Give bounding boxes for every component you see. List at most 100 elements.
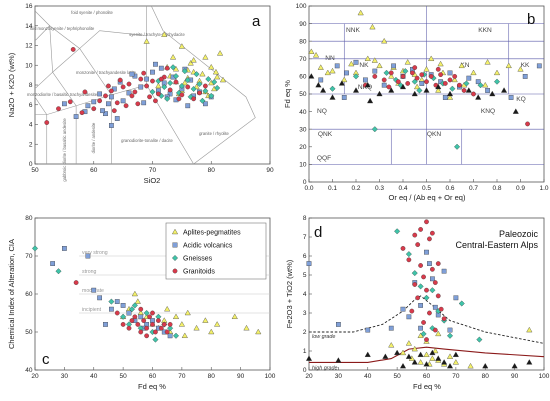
panel-a-point-granitoids — [132, 89, 138, 95]
panel-b-point-aplites-pegmatites — [423, 66, 430, 72]
panel-a-point-granitoids — [191, 96, 197, 102]
panel-a-point-granitoids — [109, 88, 114, 94]
panel-b-point-black-triangles — [500, 87, 508, 93]
panel-a-point-aplites-pegmatites — [212, 68, 220, 75]
panel-d-point-granitoids — [424, 287, 429, 293]
panel-d-point-black-triangles — [526, 359, 533, 365]
panel-b-point-black-triangles — [367, 97, 374, 104]
tas-boundary — [0, 71, 6, 114]
panel-d-point-black-triangles — [511, 362, 518, 369]
field-label-qkn: QKN — [427, 131, 442, 138]
panel-b-point-aplites-pegmatites — [317, 64, 324, 70]
panel-b-point-granitoids — [424, 79, 429, 85]
panel-d-point-granitoids — [412, 232, 418, 238]
panel-b-xtick-label: 0.0 — [304, 185, 313, 192]
panel-c-point-gneisses — [167, 325, 174, 332]
weathering-label-incipient: incipient — [82, 307, 102, 313]
panel-b-point-aplites-pegmatites — [404, 59, 411, 65]
panel-b-point-acidic-volcanics — [475, 79, 481, 85]
panel-b-ticks: 0.0 0.1 0.2 0.3 0.4 0.5 0.6 0.7 0.8 0.9 1.0 0 10 20 30… — [296, 3, 549, 192]
field-label-granite: granite / rhyolite — [199, 131, 229, 136]
panel-c-point-aplites-pegmatites — [243, 324, 250, 331]
panel-b-point-black-triangles — [352, 87, 360, 93]
panel-d-point-black-triangles — [441, 359, 448, 365]
panel-a-point-granitoids — [141, 70, 147, 76]
panel-d-point-acidic-volcanics — [365, 327, 371, 333]
panel-d-point-granitoids — [429, 230, 435, 236]
panel-a-point-aplites-pegmatites — [170, 54, 177, 60]
panel-a-point-granitoids — [111, 108, 117, 114]
panel-b-point-acidic-volcanics — [372, 68, 378, 74]
panel-b-point-gneisses — [477, 82, 484, 89]
panel-b-point-acidic-volcanics — [536, 63, 542, 69]
panel-b-point-aplites-pegmatites — [381, 37, 388, 44]
curve-low-grade — [309, 295, 545, 344]
panel-a-point-aplites-pegmatites — [202, 54, 209, 60]
tas-boundary — [49, 25, 80, 49]
panel-b-point-granitoids — [395, 79, 401, 85]
panel-a-point-granitoids — [97, 98, 103, 104]
panel-d-point-acidic-volcanics — [418, 325, 423, 331]
panel-a-xtick-label: 60 — [90, 167, 98, 174]
panel-d-xtick-label: 70 — [452, 373, 460, 380]
panel-a-points — [44, 31, 227, 128]
panel-c-point-acidic-volcanics — [91, 287, 97, 293]
panel-a-point-gneisses — [199, 97, 206, 104]
panel-c-point-granitoids — [150, 322, 155, 327]
legend-label-granitoids: Granitoids — [183, 269, 215, 276]
panel-a-ytick-label: 10 — [25, 62, 33, 69]
panel-c-point-aplites-pegmatites — [193, 324, 200, 331]
panel-b-point-aplites-pegmatites — [435, 87, 442, 93]
panel-b-point-aplites-pegmatites — [371, 57, 378, 63]
panel-a-point-acidic-volcanics — [144, 76, 150, 82]
panel-b-field-labels: NNK KKN NN NK KN KK NKQ NQ KNQ KQ QNK QK… — [317, 27, 530, 162]
panel-b-point-black-triangles — [465, 87, 472, 93]
panel-b-point-granitoids — [400, 74, 406, 79]
panel-b-xtick-label: 0.2 — [351, 185, 360, 192]
panel-b-point-aplites-pegmatites — [364, 55, 371, 61]
panel-a-point-gneisses — [164, 95, 171, 102]
panel-d-point-gneisses — [405, 251, 412, 258]
panel-c-point-aplites-pegmatites — [202, 317, 209, 323]
panel-a-point-granitoids — [150, 78, 155, 84]
panel-c-point-gneisses — [131, 302, 138, 309]
field-label-qnk: QNK — [318, 131, 333, 138]
panel-d-point-black-triangles — [382, 353, 389, 359]
panel-c-point-aplites-pegmatites — [131, 290, 138, 297]
panel-b-ytick-label: 90 — [299, 21, 307, 28]
panel-d-point-aplites-pegmatites — [405, 340, 412, 346]
panel-c-point-aplites-pegmatites — [134, 298, 141, 304]
panel-a-point-acidic-volcanics — [114, 116, 120, 121]
panel-d-point-black-triangles — [417, 351, 424, 357]
panel-a-point-gneisses — [167, 80, 174, 87]
panel-d-xtick-label: 50 — [394, 373, 402, 380]
panel-b-xtick-label: 0.9 — [516, 185, 525, 192]
panel-d-point-acidic-volcanics — [400, 306, 406, 312]
panel-d-point-black-triangles — [335, 357, 342, 363]
panel-d-title: Paleozoic — [499, 229, 539, 239]
panel-b-point-black-triangles — [399, 83, 407, 90]
panel-a-point-acidic-volcanics — [109, 123, 114, 128]
panel-a-point-acidic-volcanics — [158, 65, 164, 71]
panel-a-point-granitoids — [156, 91, 161, 97]
panel-d-point-black-triangles — [411, 359, 418, 365]
panel-d-point-granitoids — [415, 242, 421, 247]
panel-b-point-black-triangles — [364, 81, 371, 88]
panel-b-point-acidic-volcanics — [419, 81, 425, 86]
panel-b-point-aplites-pegmatites — [308, 48, 315, 54]
panel-c-point-granitoids — [158, 325, 164, 331]
panel-a-point-granitoids — [70, 47, 76, 52]
panel-a-point-aplites-pegmatites — [155, 82, 162, 89]
panel-b-point-black-triangles — [446, 90, 454, 97]
panel-c-point-gneisses — [120, 313, 127, 320]
panel-c-letter: c — [42, 351, 50, 368]
panel-a-point-granitoids — [173, 79, 179, 85]
panel-b-point-black-triangles — [315, 81, 322, 88]
panel-a-point-granitoids — [120, 84, 126, 90]
panel-b-xtick-label: 0.1 — [328, 185, 337, 192]
panel-b-point-granitoids — [381, 77, 387, 83]
panel-d-point-granitoids — [400, 246, 406, 251]
panel-d-point-gneisses — [420, 330, 427, 337]
panel-a-point-acidic-volcanics — [91, 99, 97, 105]
panel-a-point-acidic-volcanics — [120, 98, 126, 104]
